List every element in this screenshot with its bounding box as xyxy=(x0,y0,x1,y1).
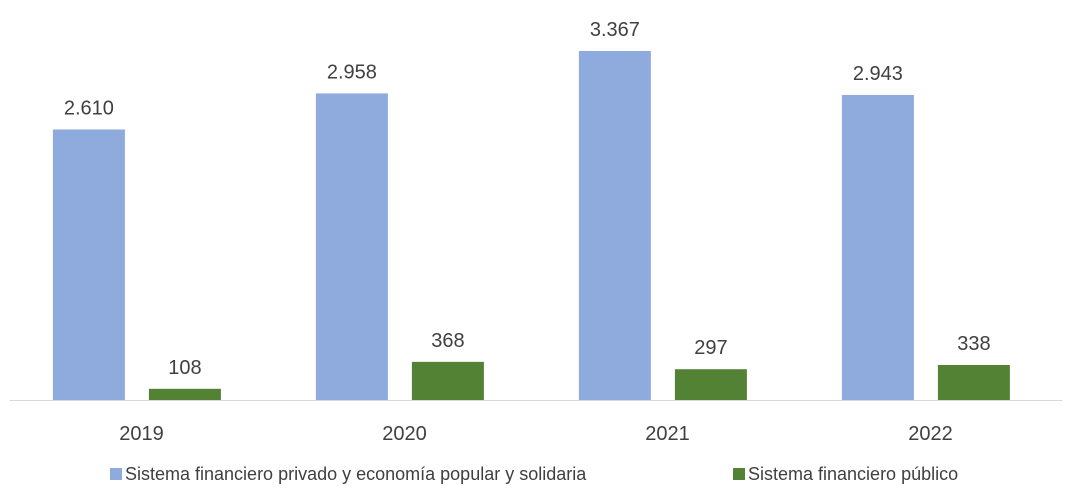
data-label-privado-2019: 2.610 xyxy=(64,97,114,119)
bar-privado-2020 xyxy=(315,93,388,401)
x-tick-label-2020: 2020 xyxy=(382,423,427,445)
bar-privado-2022 xyxy=(841,94,914,400)
data-label-privado-2020: 2.958 xyxy=(327,61,377,83)
x-tick-label-2022: 2022 xyxy=(908,423,953,445)
data-label-publico-2019: 108 xyxy=(168,357,201,379)
data-label-publico-2021: 297 xyxy=(694,337,727,359)
data-label-publico-2020: 368 xyxy=(431,330,464,352)
x-tick-label-2021: 2021 xyxy=(645,423,690,445)
legend-swatch-publico xyxy=(733,468,745,480)
bar-publico-2020 xyxy=(411,361,484,400)
bar-privado-2021 xyxy=(578,51,651,400)
data-label-publico-2022: 338 xyxy=(957,333,990,355)
legend-label-publico: Sistema financiero público xyxy=(748,464,958,484)
bar-publico-2019 xyxy=(148,388,221,400)
data-label-privado-2022: 2.943 xyxy=(853,63,903,85)
legend-swatch-privado xyxy=(110,468,122,480)
data-label-privado-2021: 3.367 xyxy=(590,19,640,41)
x-tick-label-2019: 2019 xyxy=(119,423,164,445)
bar-privado-2019 xyxy=(52,129,125,400)
bar-publico-2021 xyxy=(674,369,747,400)
legend-label-privado: Sistema financiero privado y economía po… xyxy=(125,464,587,484)
bar-publico-2022 xyxy=(937,364,1010,400)
